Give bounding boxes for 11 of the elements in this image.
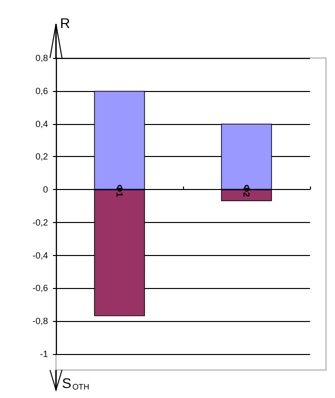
y-tick-label: 0: [42, 184, 48, 195]
y-tick-label: -1: [40, 349, 48, 359]
y-tick-label: 0,8: [35, 53, 48, 63]
y-tick-label: -0,2: [32, 217, 48, 228]
y-tick-label: 0,2: [35, 152, 48, 162]
y-tick-label: 0,4: [35, 118, 48, 129]
y-tick-label: -0,6: [32, 283, 48, 294]
y-tick-label: -0,8: [32, 316, 48, 326]
y-axis-title: R: [60, 15, 70, 31]
y-tick-label: 0,6: [35, 86, 48, 96]
y-tick-label: -0,4: [32, 250, 48, 260]
